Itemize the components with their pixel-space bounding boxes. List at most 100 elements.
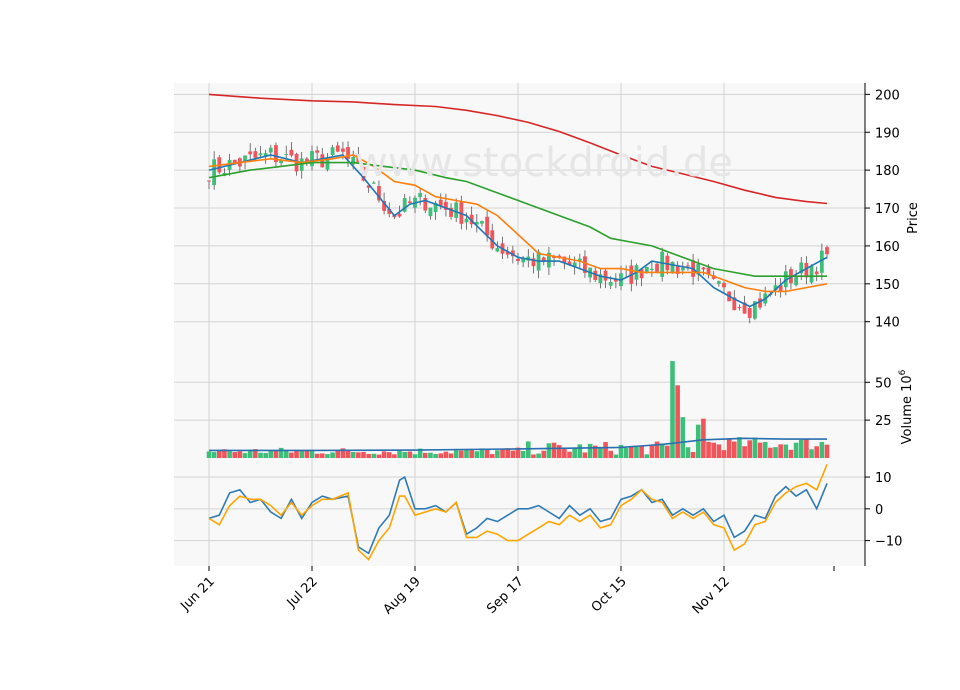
volume-bar: [819, 442, 825, 458]
candle-body: [454, 202, 459, 218]
y-tick-label: 170: [875, 202, 900, 217]
x-tick-label: Jun 21: [178, 574, 218, 614]
volume-bar: [263, 453, 268, 458]
candle-body: [382, 200, 386, 211]
volume-bar: [824, 444, 830, 458]
volume-bar: [665, 445, 670, 458]
volume-bar: [237, 451, 243, 458]
volume-bar: [386, 452, 392, 458]
candle-body: [577, 258, 582, 262]
volume-bar: [572, 447, 577, 458]
volume-bar: [711, 442, 716, 458]
candle-body: [747, 308, 752, 318]
candle-body: [706, 267, 711, 274]
candle-body: [315, 150, 320, 153]
volume-bar: [258, 452, 263, 458]
candle-body: [397, 213, 402, 217]
volume-bar: [371, 453, 377, 458]
volume-bar: [541, 450, 547, 458]
x-tick-label: Aug 19: [381, 574, 424, 617]
volume-bar: [314, 453, 320, 458]
volume-bar: [505, 448, 510, 458]
candle-body: [613, 278, 618, 282]
volume-bar: [556, 445, 562, 458]
candle-body: [521, 257, 526, 263]
volume-bar: [417, 448, 423, 458]
candle-body: [284, 154, 289, 156]
volume-bar: [690, 451, 696, 458]
candle-body: [593, 270, 598, 280]
volume-bar: [448, 453, 454, 458]
candle-body: [464, 218, 469, 223]
volume-bar: [381, 451, 387, 458]
candle-body: [567, 261, 572, 265]
candle-body: [366, 185, 371, 188]
volume-bar: [809, 449, 814, 458]
volume-bar: [634, 445, 639, 458]
volume-bar: [268, 450, 274, 458]
volume-bar: [685, 447, 691, 458]
volume-bar: [670, 361, 675, 458]
volume-bar: [464, 449, 469, 458]
volume-bar: [562, 447, 567, 458]
y-tick-label: 180: [875, 164, 900, 179]
candle-body: [675, 266, 680, 274]
panel-background: [174, 352, 865, 458]
candle-body: [444, 201, 448, 210]
volume-bar: [701, 418, 706, 458]
candle-body: [423, 197, 428, 211]
candle-body: [562, 256, 567, 263]
volume-bar: [227, 451, 232, 458]
volume-bar: [778, 444, 783, 458]
candle-body: [232, 159, 237, 164]
volume-bar: [438, 453, 444, 458]
volume-bar: [253, 449, 258, 458]
volume-bar: [376, 454, 382, 458]
volume-bar: [335, 450, 341, 458]
volume-bar: [232, 452, 238, 458]
sma20-line: [208, 154, 828, 293]
signal-line: [208, 464, 828, 561]
volume-bar: [345, 450, 351, 458]
candle-body: [660, 251, 665, 277]
candle-body: [686, 265, 690, 267]
volume-bar: [423, 452, 428, 458]
volume-bar: [340, 448, 346, 458]
candle-body: [289, 149, 294, 156]
candle-body: [418, 193, 423, 198]
volume-bar: [675, 385, 680, 458]
volume-bar: [443, 451, 449, 458]
volume-bar: [428, 452, 433, 458]
sma200-line: [208, 93, 828, 205]
candle-body: [701, 267, 706, 270]
volume-bar: [361, 451, 366, 458]
candle-body: [696, 263, 701, 275]
volume-bar: [629, 446, 634, 458]
candle-body: [371, 182, 376, 184]
volume-bar: [206, 451, 212, 458]
volume-bar: [520, 451, 526, 458]
volume-bar: [762, 441, 768, 458]
volume-bar: [757, 442, 763, 458]
watermark: www.stockdroid.de: [355, 140, 733, 186]
candle-body: [531, 258, 536, 267]
candle-body: [330, 147, 335, 155]
volume-bar: [783, 444, 789, 458]
candle-body: [753, 301, 757, 319]
candle-body: [248, 151, 253, 155]
volume-bar: [309, 450, 315, 458]
candle-body: [433, 202, 438, 213]
candle-body: [552, 256, 556, 258]
volume-bar: [278, 447, 284, 458]
volume-bar: [474, 451, 480, 458]
candle-body: [490, 230, 495, 249]
volume-bar: [320, 453, 325, 458]
y-tick-label: 190: [875, 126, 900, 141]
candle-body: [243, 155, 247, 162]
y-tick-label: 10: [875, 471, 892, 486]
volume-bar: [459, 450, 464, 458]
candle-body: [469, 214, 474, 225]
volume-bar: [623, 447, 629, 458]
candle-body: [459, 201, 464, 224]
